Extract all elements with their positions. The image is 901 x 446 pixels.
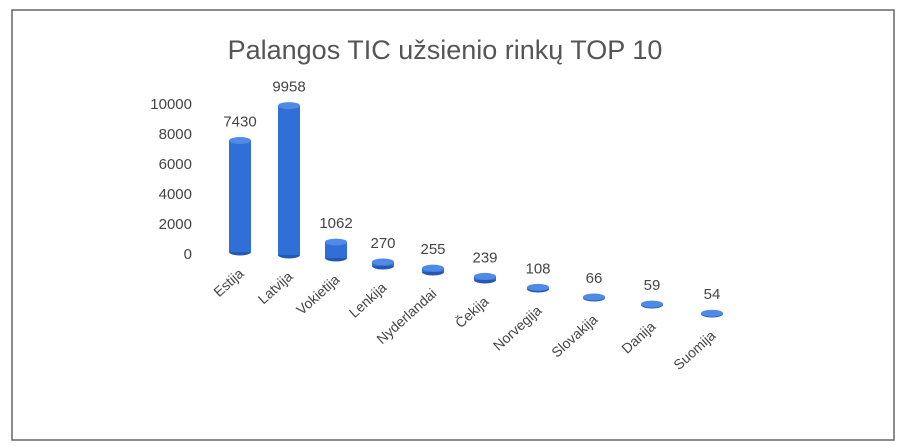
bar-cap: [641, 300, 663, 308]
y-tick-label: 2000: [159, 216, 192, 233]
value-label: 54: [704, 286, 721, 303]
value-label: 9958: [272, 79, 305, 96]
y-tick-label: 10000: [150, 96, 192, 113]
value-label: 270: [370, 235, 395, 252]
value-label: 108: [525, 260, 550, 277]
y-tick-label: 0: [184, 246, 192, 263]
bar-cap: [583, 293, 605, 301]
y-tick-label: 8000: [159, 126, 192, 143]
bar: [229, 140, 251, 252]
value-label: 59: [644, 277, 661, 294]
y-tick-label: 6000: [159, 156, 192, 173]
bar-cap: [325, 238, 347, 246]
bar-cap: [422, 264, 444, 272]
bar-cap: [527, 283, 549, 291]
bar: [325, 242, 347, 258]
value-label: 7430: [223, 114, 256, 131]
bar: [278, 105, 300, 255]
value-label: 1062: [319, 215, 352, 232]
chart-frame: [11, 9, 895, 441]
bar-cap: [229, 137, 251, 145]
bar-cap: [372, 258, 394, 266]
chart-title: Palangos TIC užsienio rinkų TOP 10: [228, 35, 663, 65]
bar-cap: [701, 309, 723, 317]
value-label: 66: [586, 270, 603, 287]
value-label: 255: [420, 241, 445, 258]
bar-cap: [474, 272, 496, 280]
value-label: 239: [472, 249, 497, 266]
bar-cap: [278, 102, 300, 110]
y-tick-label: 4000: [159, 186, 192, 203]
